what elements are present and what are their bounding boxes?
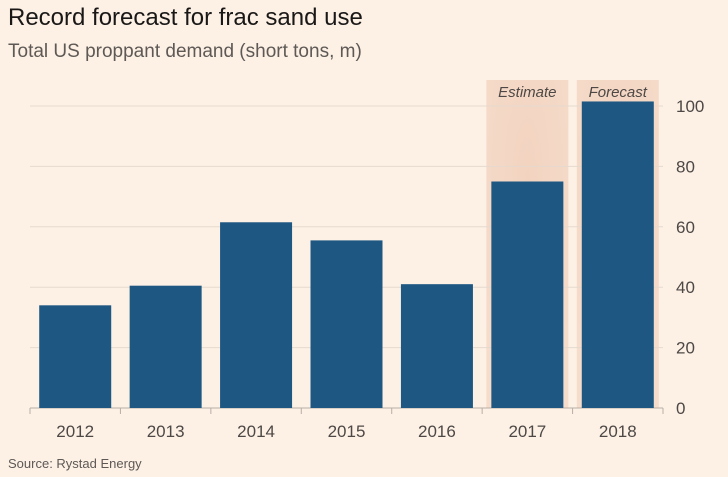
x-tick-label: 2014 (237, 422, 275, 441)
y-tick-label: 80 (676, 157, 695, 176)
bar-2017 (491, 181, 564, 408)
x-tick-label: 2016 (418, 422, 456, 441)
y-tick-label: 40 (676, 278, 695, 297)
chart-title: Record forecast for frac sand use (8, 4, 363, 31)
y-tick-label: 100 (676, 97, 704, 116)
bar-2014 (220, 222, 293, 408)
annotation-label-2018: Forecast (589, 84, 648, 101)
annotation-label-2017: Estimate (498, 84, 556, 101)
y-tick-label: 0 (676, 399, 685, 418)
x-tick-label: 2015 (328, 422, 366, 441)
x-tick-label: 2017 (508, 422, 546, 441)
bar-2013 (129, 285, 202, 408)
y-tick-label: 20 (676, 339, 695, 358)
bar-2012 (39, 305, 112, 408)
bar-2018 (581, 101, 654, 408)
source-note: Source: Rystad Energy (8, 456, 142, 471)
bar-2016 (400, 284, 473, 408)
x-tick-label: 2018 (599, 422, 637, 441)
x-tick-label: 2012 (56, 422, 94, 441)
x-tick-label: 2013 (147, 422, 185, 441)
chart-subtitle: Total US proppant demand (short tons, m) (8, 41, 362, 62)
bar-2015 (310, 240, 383, 408)
y-tick-label: 60 (676, 218, 695, 237)
